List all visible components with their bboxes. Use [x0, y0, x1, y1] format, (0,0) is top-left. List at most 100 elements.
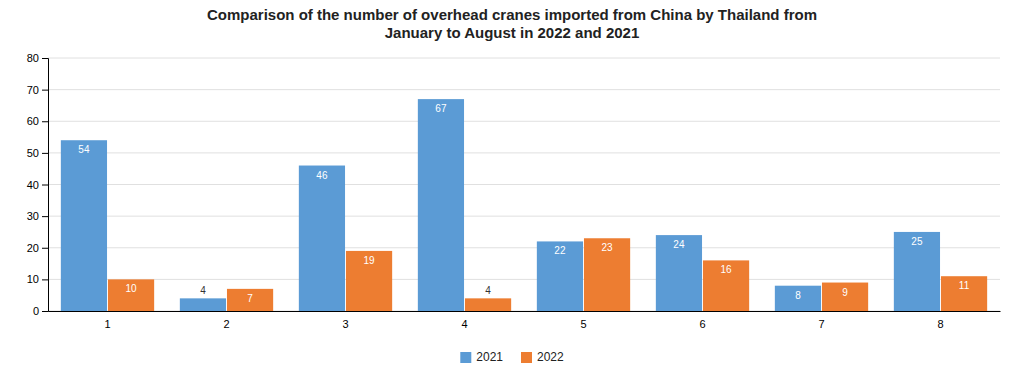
legend-label: 2021 — [476, 350, 503, 364]
grid-line — [48, 121, 1000, 122]
y-axis-line — [42, 59, 49, 312]
y-tick: 10 — [27, 273, 48, 285]
plot: 0102030405060708012345678544466722248251… — [27, 52, 1001, 330]
grid-line — [48, 279, 1000, 280]
bar — [418, 99, 464, 311]
data-label: 7 — [247, 293, 253, 304]
x-tick: 1 — [104, 318, 110, 330]
grid-line — [48, 184, 1000, 185]
data-labels: 544466722248251071942316911 — [78, 103, 969, 304]
bar — [108, 279, 154, 311]
x-axis-line — [49, 311, 1001, 312]
x-tick-label: 5 — [580, 318, 586, 330]
y-tick-label: 30 — [27, 210, 39, 222]
bar — [584, 238, 630, 311]
y-tick: 50 — [27, 147, 48, 159]
bar — [894, 232, 940, 311]
grid-line — [48, 216, 1000, 217]
grid-line — [48, 58, 1000, 59]
x-tick-label: 2 — [223, 318, 229, 330]
x-tick-label: 6 — [699, 318, 705, 330]
x-tick: 3 — [342, 318, 348, 330]
bar — [299, 166, 345, 311]
y-tick-label: 70 — [27, 84, 39, 96]
x-tick-label: 8 — [937, 318, 943, 330]
y-tick-mark — [42, 153, 48, 154]
y-tick: 80 — [27, 52, 48, 64]
data-label: 8 — [795, 290, 801, 301]
bar-series — [108, 238, 987, 311]
y-tick-label: 10 — [27, 273, 39, 285]
y-tick-mark — [42, 121, 48, 122]
bar — [465, 298, 511, 311]
y-tick: 60 — [27, 115, 48, 127]
chart-svg: Comparison of the number of overhead cra… — [0, 0, 1024, 375]
y-tick: 70 — [27, 84, 48, 96]
x-tick: 6 — [699, 318, 705, 330]
bars — [61, 99, 987, 311]
y-tick-label: 20 — [27, 242, 39, 254]
grid-line — [48, 247, 1000, 248]
data-label: 24 — [673, 239, 685, 250]
y-tick-label: 60 — [27, 115, 39, 127]
y-tick: 30 — [27, 210, 48, 222]
bar — [703, 260, 749, 311]
x-tick: 2 — [223, 318, 229, 330]
data-label: 9 — [842, 287, 848, 298]
y-tick-label: 0 — [33, 305, 39, 317]
y-tick-mark — [42, 279, 48, 280]
y-tick-mark — [42, 311, 48, 312]
bar — [180, 298, 226, 311]
y-tick-mark — [42, 90, 48, 91]
y-tick-mark — [42, 185, 48, 186]
data-label: 4 — [200, 285, 206, 296]
y-tick: 20 — [27, 242, 48, 254]
grid — [48, 58, 1000, 311]
x-tick: 5 — [580, 318, 586, 330]
data-label: 25 — [911, 236, 923, 247]
data-label: 46 — [316, 170, 328, 181]
data-label: 16 — [721, 264, 733, 275]
y-tick-mark — [42, 248, 48, 249]
bar — [537, 241, 583, 311]
data-label: 54 — [78, 144, 90, 155]
bar — [822, 283, 868, 311]
x-tick-label: 3 — [342, 318, 348, 330]
x-tick: 7 — [818, 318, 824, 330]
y-tick-label: 50 — [27, 147, 39, 159]
bar — [775, 286, 821, 311]
bar — [941, 276, 987, 311]
x-tick-label: 1 — [104, 318, 110, 330]
chart-title: Comparison of the number of overhead cra… — [207, 6, 817, 41]
chart-title-line: January to August in 2022 and 2021 — [385, 24, 640, 41]
chart-container: Comparison of the number of overhead cra… — [0, 0, 1024, 375]
y-tick: 0 — [33, 305, 48, 317]
chart-title-line: Comparison of the number of overhead cra… — [207, 6, 817, 23]
data-label: 67 — [435, 103, 447, 114]
y-tick-mark — [42, 216, 48, 217]
bar — [227, 289, 273, 311]
x-tick: 4 — [461, 318, 467, 330]
data-label: 23 — [602, 242, 614, 253]
data-label: 22 — [554, 245, 566, 256]
grid-line — [48, 89, 1000, 90]
legend-item: 2021 — [460, 350, 503, 364]
bar — [61, 140, 107, 311]
legend-swatch — [460, 352, 471, 363]
x-axis: 1 2 3 4 5 6 7 8 — [49, 312, 1001, 330]
legend-item: 2022 — [521, 350, 564, 364]
bar — [656, 235, 702, 311]
bar-series — [61, 99, 940, 311]
y-axis: 0 10 20 30 40 50 60 70 80 — [27, 52, 49, 317]
x-tick: 8 — [937, 318, 943, 330]
y-tick-label: 80 — [27, 52, 39, 64]
data-label: 10 — [126, 283, 138, 294]
data-label: 11 — [959, 280, 970, 291]
data-label: 4 — [485, 285, 491, 296]
bar — [346, 251, 392, 311]
legend-swatch — [521, 352, 532, 363]
y-tick: 40 — [27, 179, 48, 191]
grid-line — [48, 152, 1000, 153]
legend-label: 2022 — [537, 350, 564, 364]
y-tick-mark — [42, 58, 48, 59]
